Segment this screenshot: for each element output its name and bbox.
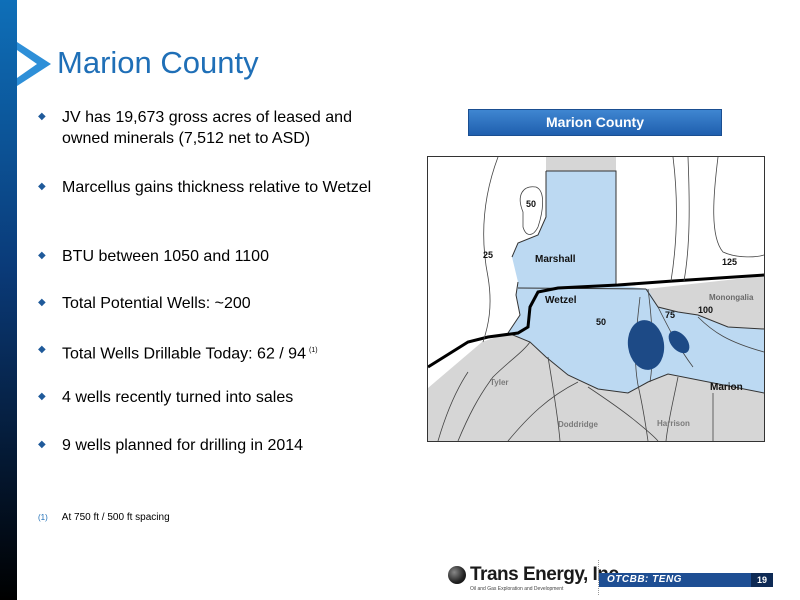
county-label-tyler: Tyler	[490, 378, 509, 387]
contour-label: 50	[596, 317, 606, 327]
bullet-text-wrap: Total Wells Drillable Today: 62 / 94 (1)	[62, 340, 402, 364]
contour-line	[519, 186, 544, 235]
slide-title: Marion County	[57, 45, 259, 80]
diamond-bullet-icon: ◆	[38, 391, 46, 402]
bullet-text-wrap: 9 wells planned for drilling in 2014	[62, 435, 402, 456]
marion-county-map: 50 25 125 75 100 50 Marshall Wetzel Mono…	[427, 156, 765, 442]
marshall-wetzel-border	[517, 287, 647, 290]
bullet-text: 4 wells recently turned into sales	[62, 389, 294, 406]
footnote-number: (1)	[38, 513, 48, 522]
contour-label: 75	[665, 310, 675, 320]
diamond-bullet-icon: ◆	[38, 181, 46, 192]
bullet-text: Total Potential Wells: ~200	[62, 295, 251, 312]
bullet-text-wrap: Total Potential Wells: ~200	[62, 293, 402, 314]
region-north-grey	[546, 157, 616, 171]
contour-lines	[437, 157, 764, 441]
contour-line	[482, 157, 499, 343]
map-header: Marion County	[468, 109, 722, 136]
bullet-text-wrap: BTU between 1050 and 1100	[62, 246, 402, 267]
left-accent-bar	[0, 0, 17, 600]
lease-area	[508, 171, 764, 393]
contour-line	[665, 376, 679, 441]
south-border	[507, 332, 764, 394]
contour-label: 125	[722, 257, 737, 267]
contour-line	[507, 381, 579, 441]
bullet-text: JV has 19,673 gross acres of leased and …	[62, 109, 352, 147]
contour-line	[587, 386, 659, 441]
county-label-marion: Marion	[710, 382, 743, 393]
contour-line	[437, 371, 469, 441]
company-tagline: Oil and Gas Exploration and Development	[470, 586, 564, 592]
bullet-text: BTU between 1050 and 1100	[62, 248, 269, 265]
contour-line	[670, 157, 677, 282]
county-label-wetzel: Wetzel	[545, 295, 577, 306]
contour-label: 100	[698, 305, 713, 315]
lease-outline	[546, 170, 617, 285]
bullet-text: Marcellus gains thickness relative to We…	[62, 179, 372, 196]
diamond-bullet-icon: ◆	[38, 111, 46, 122]
title-arrow-inner	[17, 50, 37, 78]
county-label-monongalia: Monongalia	[709, 293, 754, 302]
contour-line	[713, 157, 764, 258]
region-monongalia	[646, 276, 764, 329]
company-logo: Trans Energy, Inc. Oil and Gas Explorati…	[448, 564, 624, 594]
diamond-bullet-icon: ◆	[38, 344, 46, 355]
map-svg: 50 25 125 75 100 50 Marshall Wetzel Mono…	[428, 157, 764, 441]
acreage-marker-small	[668, 330, 690, 354]
footnote: (1) At 750 ft / 500 ft spacing	[38, 512, 170, 523]
company-name: Trans Energy, Inc.	[470, 564, 624, 585]
contour-label: 50	[526, 199, 536, 209]
county-label-doddridge: Doddridge	[558, 420, 599, 429]
contour-line	[457, 341, 531, 441]
contour-label: 25	[483, 250, 493, 260]
page-number: 19	[751, 573, 773, 587]
footer-divider	[598, 560, 600, 595]
diamond-bullet-icon: ◆	[38, 297, 46, 308]
acreage-marker	[627, 320, 665, 370]
bullet-text-wrap: 4 wells recently turned into sales	[62, 387, 402, 408]
county-label-marshall: Marshall	[535, 254, 576, 265]
diamond-bullet-icon: ◆	[38, 439, 46, 450]
contour-line	[547, 356, 561, 441]
contour-line	[683, 157, 690, 282]
county-borders	[507, 170, 764, 394]
bullet-text-wrap: JV has 19,673 gross acres of leased and …	[62, 107, 402, 149]
contour-line	[697, 316, 764, 353]
diamond-bullet-icon: ◆	[38, 250, 46, 261]
bullet-text: Total Wells Drillable Today: 62 / 94	[62, 345, 306, 363]
county-labels: Marshall Wetzel Monongalia Marion Tyler …	[490, 254, 754, 429]
bullet-text: 9 wells planned for drilling in 2014	[62, 437, 304, 454]
west-lease-border	[507, 281, 521, 334]
ticker-bar: OTCBB: TENG	[599, 573, 751, 587]
contour-labels: 50 25 125 75 100 50	[483, 199, 737, 327]
bullet-text-wrap: Marcellus gains thickness relative to We…	[62, 177, 402, 198]
state-line	[428, 273, 764, 369]
footnote-ref: (1)	[308, 347, 318, 354]
wetzel-border	[645, 288, 764, 330]
footnote-text: At 750 ft / 500 ft spacing	[61, 512, 170, 523]
county-label-harrison: Harrison	[657, 419, 690, 428]
north-lease-border	[511, 171, 547, 258]
logo-globe-icon	[448, 566, 466, 584]
